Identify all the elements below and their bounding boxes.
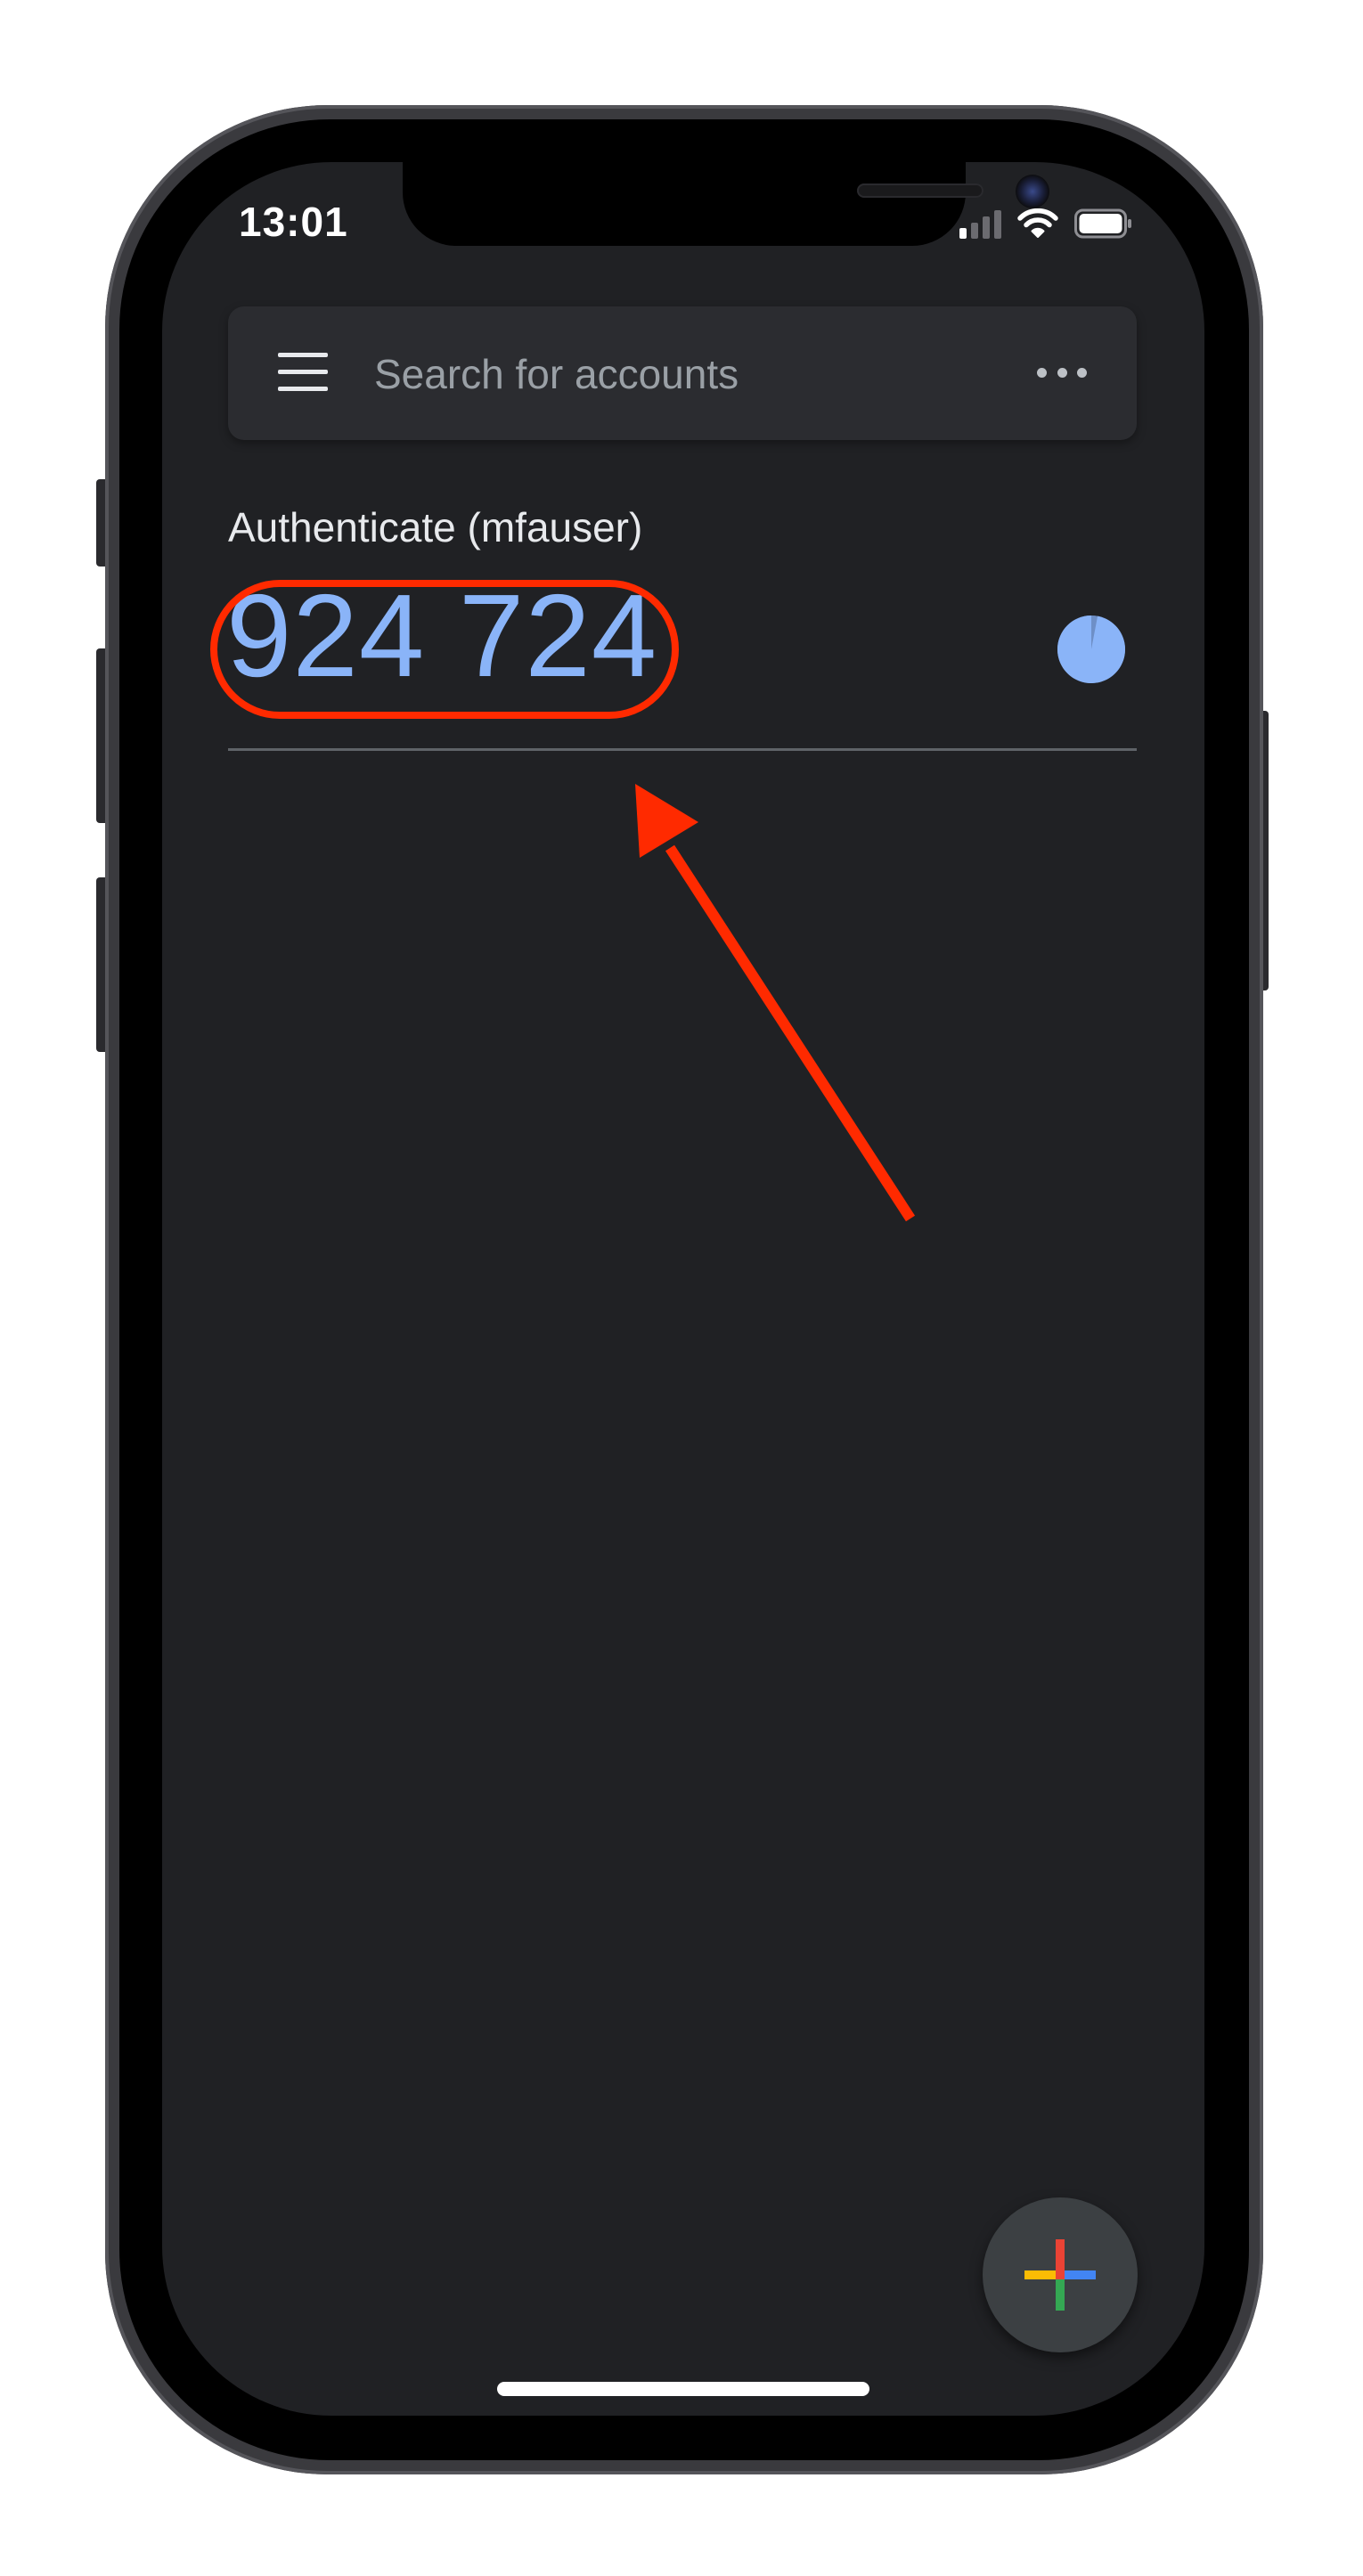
menu-line (278, 387, 328, 391)
signal-bar (959, 228, 967, 239)
hamburger-menu-icon[interactable] (278, 353, 328, 392)
countdown-pie-icon (1057, 615, 1126, 684)
google-plus-icon (1024, 2239, 1096, 2311)
cellular-signal-icon (959, 210, 1001, 239)
menu-line (278, 370, 328, 374)
more-dot (1077, 367, 1087, 378)
battery-icon (1074, 208, 1133, 239)
search-input[interactable] (372, 342, 1000, 406)
signal-bar (983, 216, 990, 239)
timer-remaining (1057, 615, 1125, 683)
more-horizontal-icon[interactable] (1037, 362, 1087, 383)
more-dot (1037, 367, 1047, 378)
status-time: 13:01 (239, 199, 348, 245)
home-indicator[interactable] (497, 2382, 869, 2396)
account-name: Authenticate (mfauser) (228, 504, 643, 550)
account-divider (228, 748, 1137, 751)
signal-bar (994, 210, 1001, 239)
front-camera (1016, 175, 1049, 208)
more-dot (1057, 367, 1067, 378)
otp-code[interactable]: 924 724 (226, 570, 658, 701)
app-screen: 13:01 (162, 162, 1204, 2416)
menu-line (278, 353, 328, 357)
search-bar (228, 306, 1137, 440)
wifi-icon (1017, 208, 1058, 239)
status-icons (959, 203, 1133, 239)
add-account-button[interactable] (983, 2197, 1138, 2352)
speaker-grille (857, 183, 983, 198)
signal-bar (971, 223, 978, 239)
notch (403, 162, 1049, 246)
